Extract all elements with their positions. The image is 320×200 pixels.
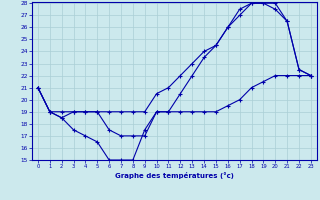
X-axis label: Graphe des températures (°c): Graphe des températures (°c) [115, 172, 234, 179]
